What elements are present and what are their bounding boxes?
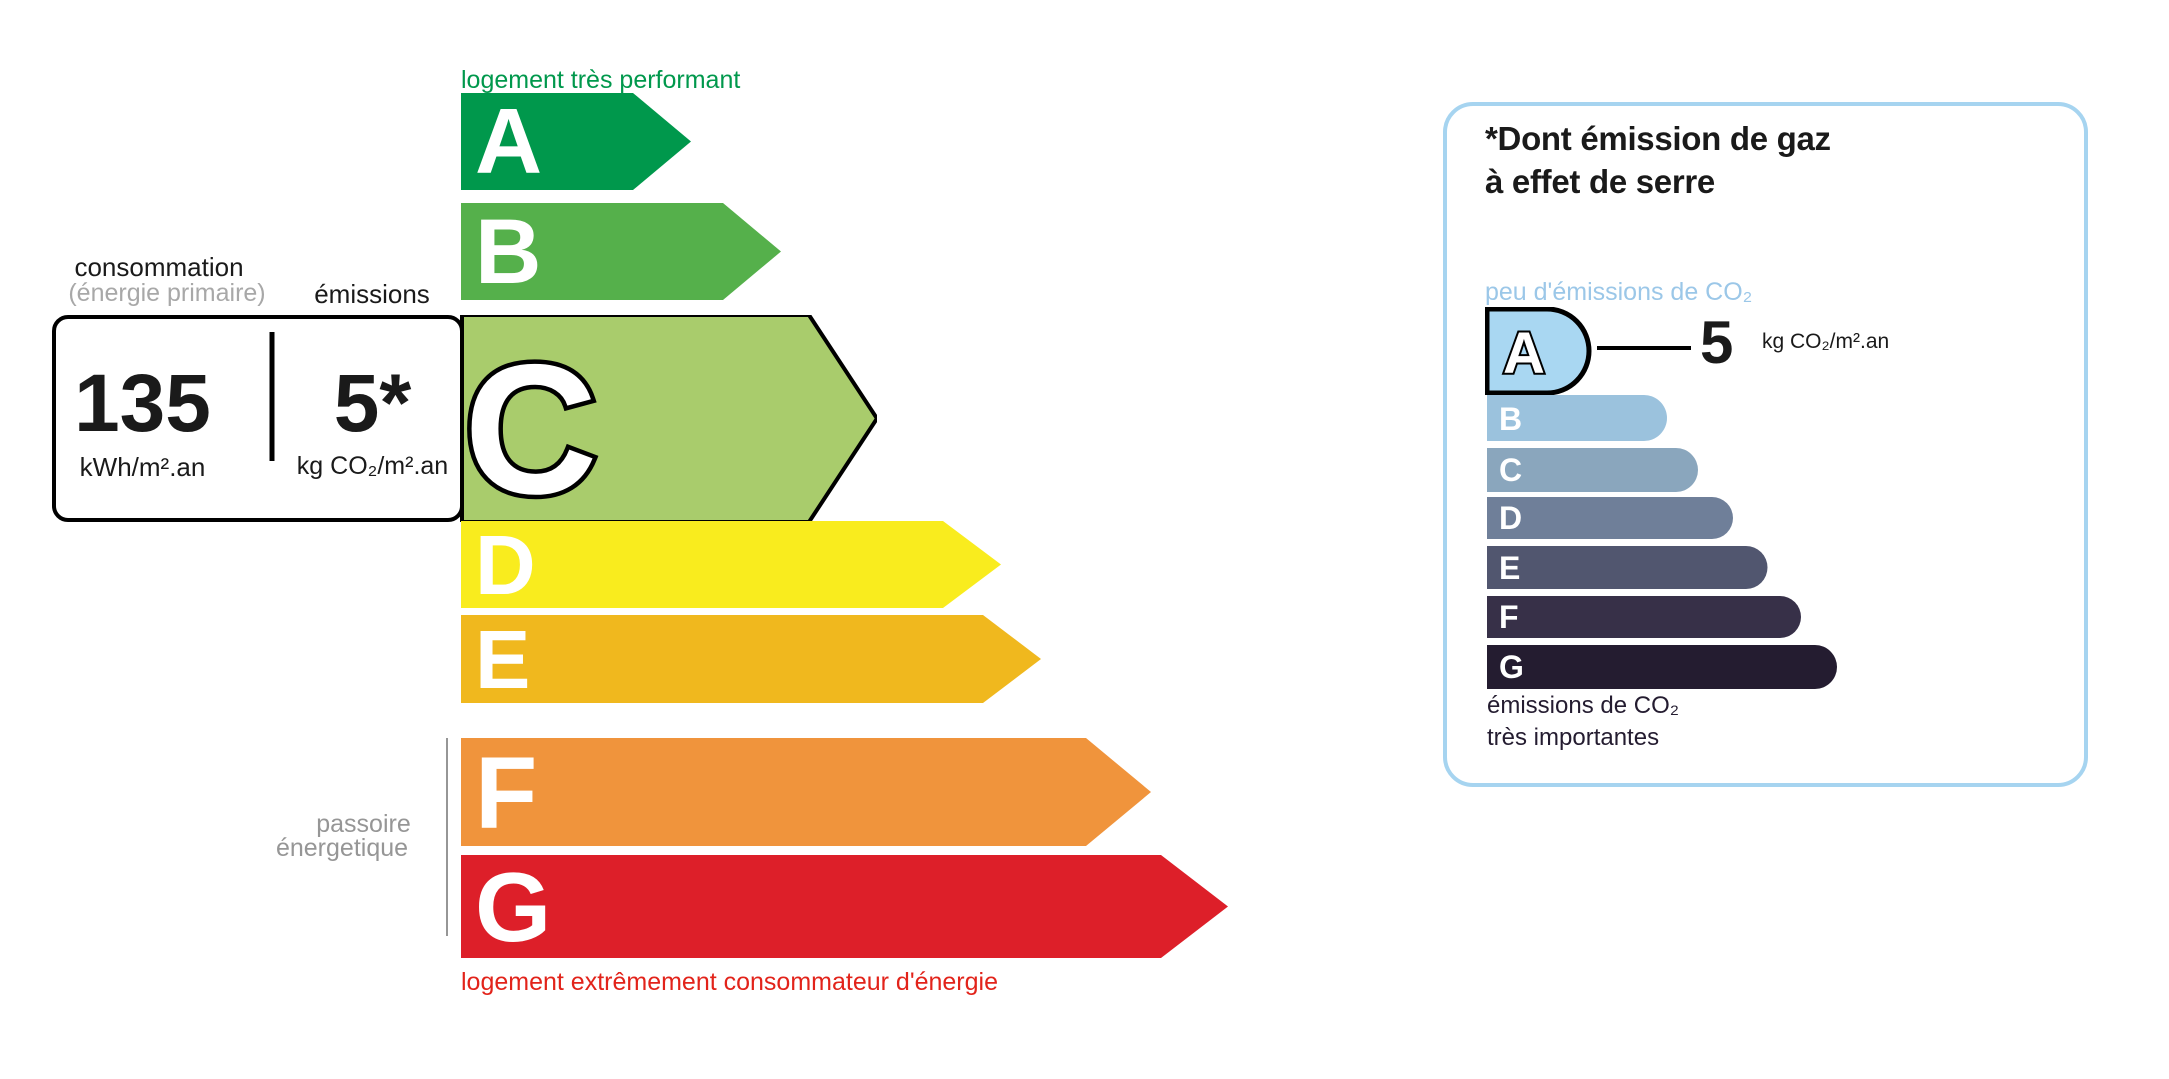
svg-text:B: B [475, 203, 541, 300]
svg-text:E: E [475, 615, 530, 703]
svg-text:G: G [1499, 649, 1524, 685]
svg-text:C: C [464, 327, 598, 522]
svg-text:F: F [1499, 599, 1519, 635]
svg-text:E: E [1499, 550, 1520, 586]
svg-text:B: B [1499, 401, 1522, 437]
svg-text:D: D [475, 521, 536, 608]
svg-text:G: G [475, 855, 551, 958]
svg-text:A: A [475, 93, 542, 190]
svg-text:C: C [1499, 452, 1522, 488]
svg-text:D: D [1499, 500, 1522, 536]
svg-text:A: A [1503, 321, 1545, 386]
svg-text:F: F [475, 738, 537, 846]
